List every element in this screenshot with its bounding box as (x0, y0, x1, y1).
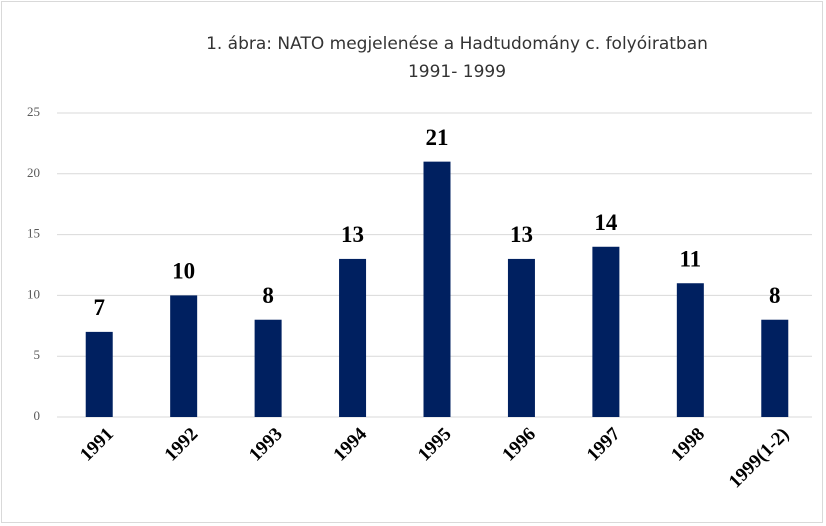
bar (423, 161, 451, 417)
data-label: 21 (426, 125, 449, 150)
data-label: 13 (341, 222, 364, 247)
y-tick-label: 15 (27, 226, 40, 241)
data-label: 14 (594, 210, 618, 235)
data-label: 8 (262, 283, 274, 308)
bar (507, 258, 535, 417)
data-label: 11 (679, 247, 701, 272)
bar (254, 319, 282, 417)
y-tick-label: 20 (27, 165, 40, 180)
bar (761, 319, 789, 417)
chart-subtitle: 1991- 1999 (408, 62, 506, 82)
bar (592, 246, 620, 417)
bar (170, 295, 198, 417)
data-label: 13 (510, 222, 533, 247)
bar (676, 283, 704, 417)
y-tick-label: 25 (27, 104, 40, 119)
data-label: 7 (93, 295, 105, 320)
chart-title: 1. ábra: NATO megjelenése a Hadtudomány … (206, 34, 708, 54)
y-tick-label: 5 (34, 347, 41, 362)
y-tick-label: 10 (27, 286, 40, 301)
bar (339, 258, 367, 417)
data-label: 8 (769, 283, 781, 308)
bar (85, 331, 113, 417)
data-label: 10 (172, 259, 195, 284)
y-tick-label: 0 (34, 408, 41, 423)
